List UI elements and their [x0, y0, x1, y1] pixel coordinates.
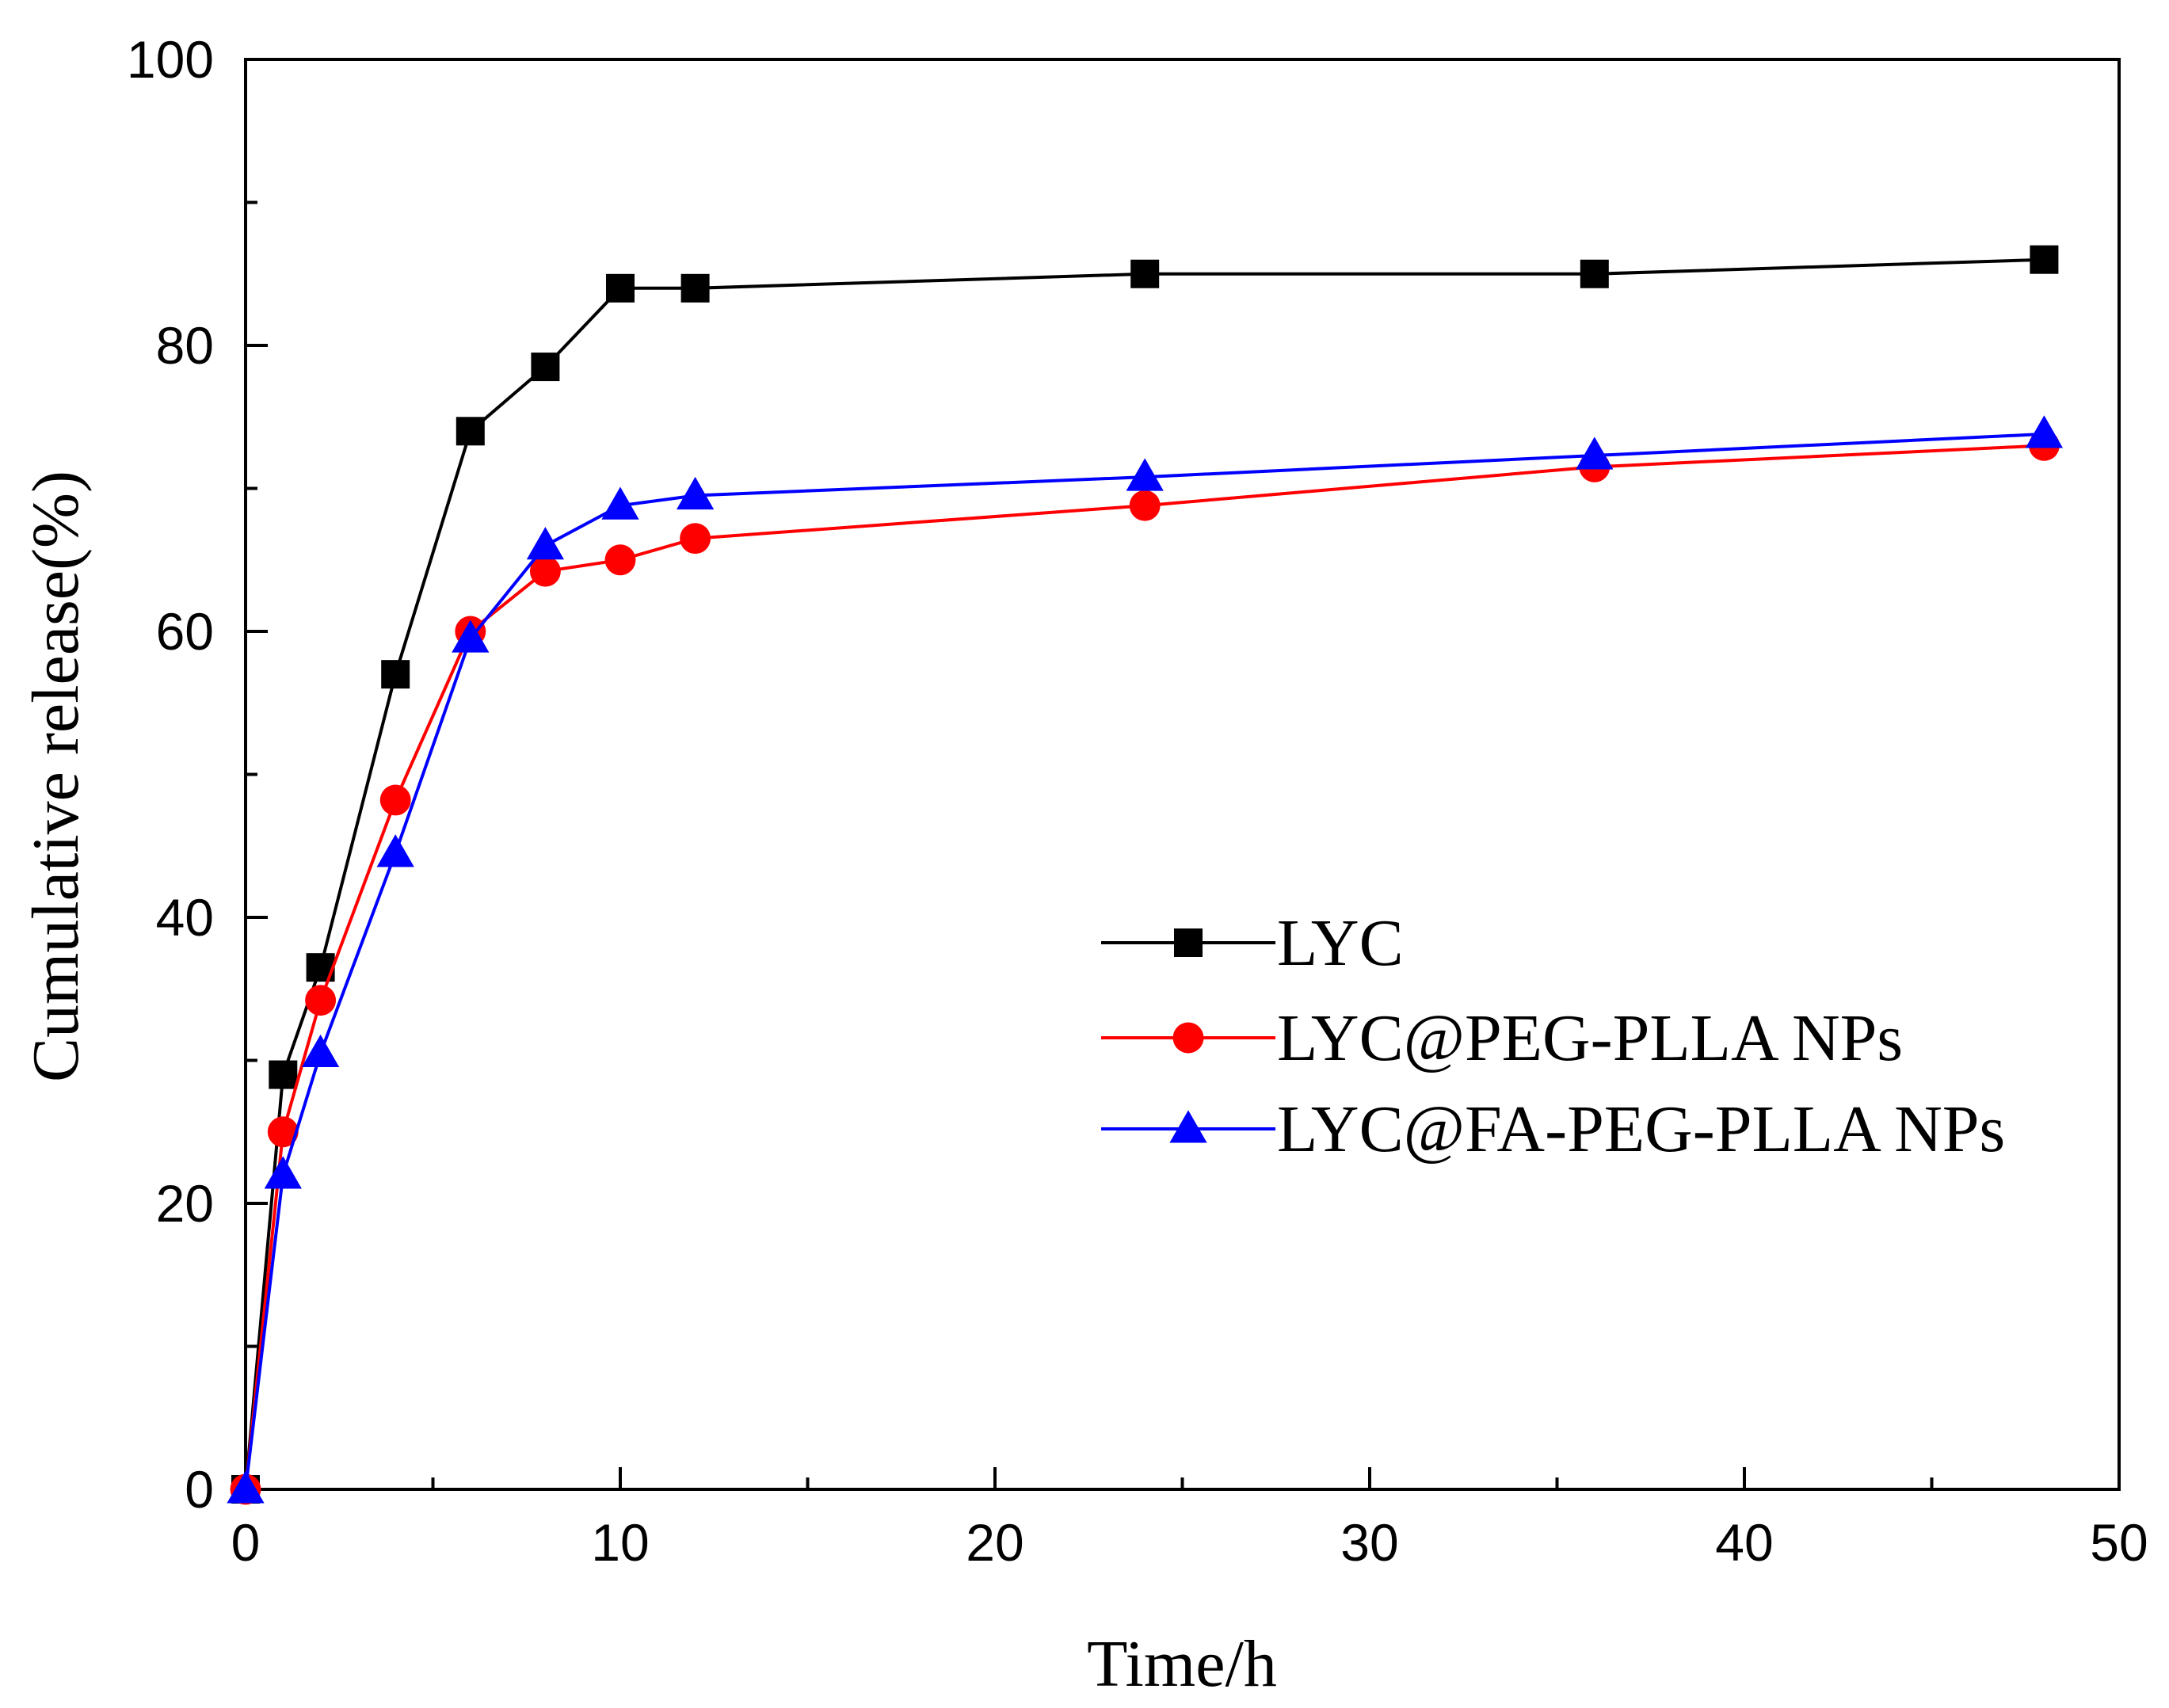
data-point-triangle: [376, 834, 414, 867]
data-point-triangle: [526, 527, 565, 560]
data-point-triangle: [676, 476, 715, 510]
legend-marker-square: [1174, 928, 1203, 957]
y-tick-label: 20: [156, 1174, 214, 1233]
data-point-square: [531, 353, 560, 382]
data-point-circle: [267, 1116, 299, 1148]
y-tick-label: 40: [156, 888, 214, 947]
legend-label-circle: LYC@PEG-PLLA NPs: [1277, 1001, 1903, 1075]
data-point-triangle: [301, 1034, 340, 1068]
series-line-triangle: [244, 432, 2045, 1490]
data-point-triangle: [227, 1470, 265, 1504]
series-line-circle: [244, 444, 2045, 1490]
series-square: [231, 245, 2059, 1504]
x-tick-label: 50: [2090, 1513, 2148, 1572]
data-point-triangle: [452, 620, 490, 653]
data-point-square: [1130, 259, 1160, 288]
data-point-triangle: [601, 486, 639, 520]
data-point-triangle: [264, 1156, 302, 1189]
axes: 0 10 20 30 40 50 0 20 40 60 80 100: [127, 30, 2148, 1572]
y-tick-label: 60: [156, 602, 214, 661]
data-point-square: [269, 1060, 298, 1089]
data-point-square: [606, 273, 635, 303]
data-point-circle: [680, 523, 711, 555]
data-point-triangle: [1126, 458, 1164, 491]
legend-marker-circle: [1172, 1022, 1204, 1054]
data-point-circle: [604, 544, 636, 576]
x-axis-title: Time/h: [1087, 1627, 1277, 1701]
data-point-circle: [529, 555, 561, 587]
data-point-square: [381, 660, 410, 689]
y-tick-label: 80: [156, 316, 214, 375]
series-circle: [230, 429, 2060, 1505]
y-axis-title: Cumulative release(%): [19, 471, 93, 1082]
data-point-square: [1580, 259, 1609, 288]
data-point-triangle: [2025, 415, 2064, 448]
series-line-square: [244, 257, 2045, 1490]
series-triangle: [227, 415, 2064, 1504]
series-layer: [227, 245, 2064, 1505]
data-point-circle: [305, 985, 337, 1016]
legend: LYC LYC@PEG-PLLA NPs LYC@FA-PEG-PLLA NPs: [1101, 906, 2005, 1166]
x-tick-label: 0: [231, 1513, 261, 1572]
y-tick-label: 100: [127, 30, 214, 89]
x-tick-label: 40: [1715, 1513, 1773, 1572]
legend-label-square: LYC: [1277, 906, 1404, 980]
legend-marker-triangle: [1169, 1110, 1207, 1143]
x-tick-label: 20: [966, 1513, 1024, 1572]
y-tick-label: 0: [185, 1460, 214, 1519]
data-point-square: [456, 417, 485, 446]
legend-label-triangle: LYC@FA-PEG-PLLA NPs: [1277, 1092, 2005, 1166]
data-point-circle: [379, 784, 411, 816]
x-tick-label: 10: [591, 1513, 649, 1572]
data-point-square: [680, 273, 710, 303]
data-point-triangle: [1576, 437, 1614, 470]
x-tick-label: 30: [1340, 1513, 1398, 1572]
data-point-circle: [1129, 490, 1161, 521]
data-point-square: [2030, 245, 2059, 274]
